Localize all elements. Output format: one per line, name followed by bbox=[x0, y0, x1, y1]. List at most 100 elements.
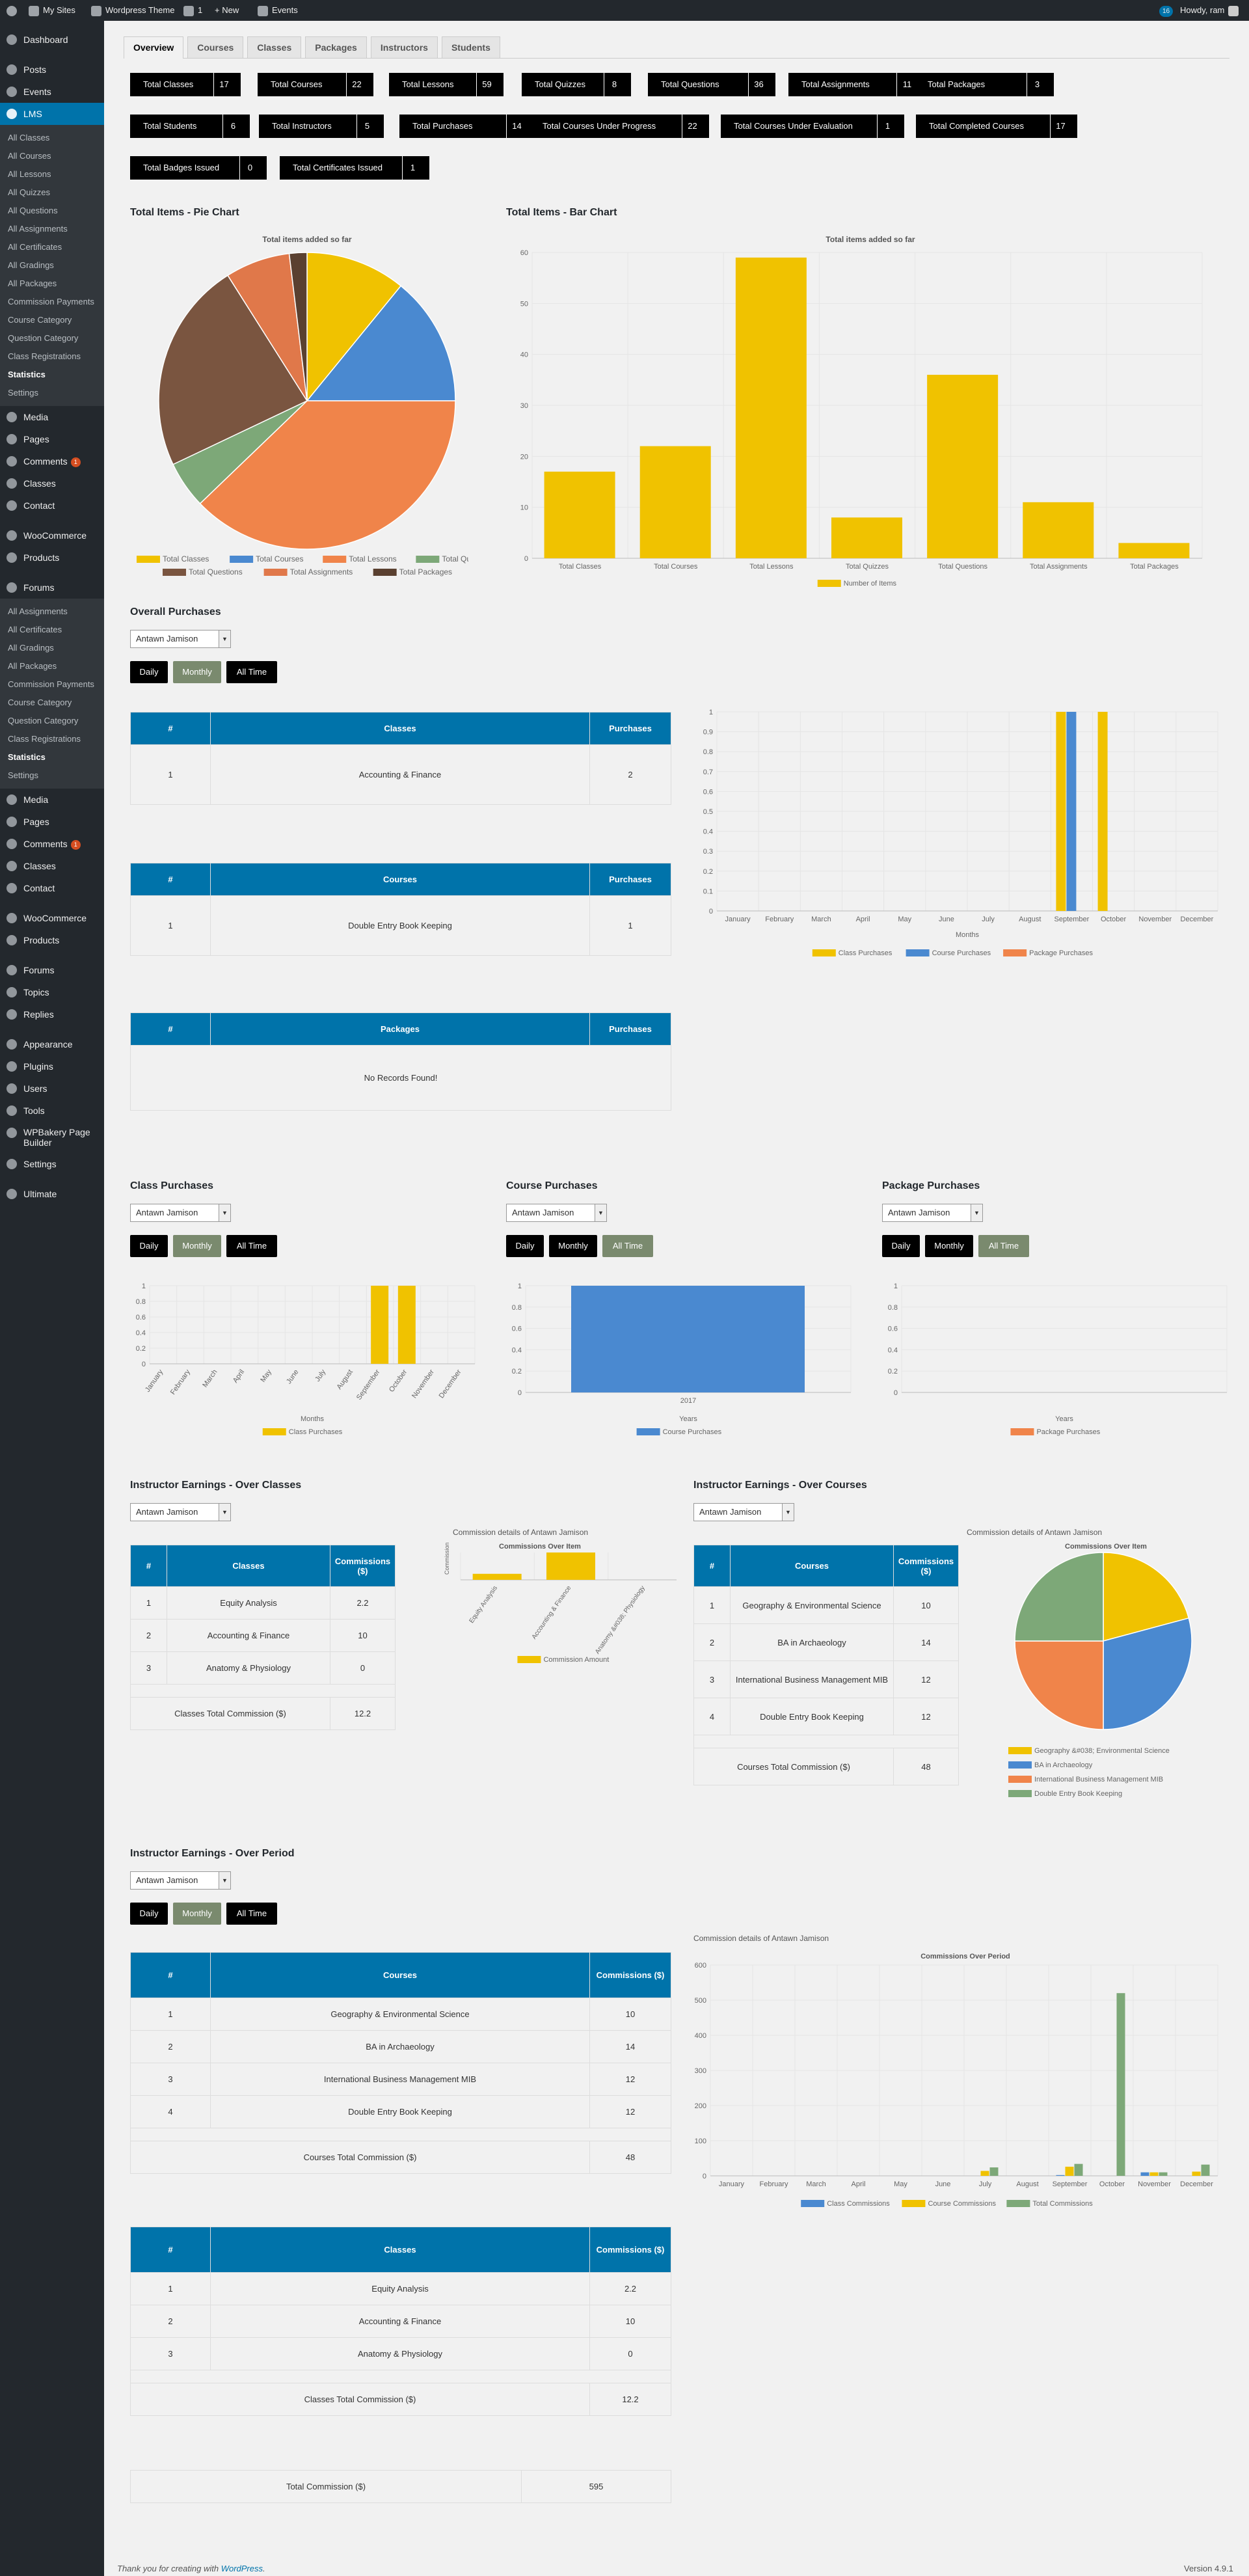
all-time-button[interactable]: All Time bbox=[226, 661, 277, 683]
submenu-item[interactable]: All Assignments bbox=[8, 224, 68, 234]
monthly-button[interactable]: Monthly bbox=[925, 1235, 973, 1257]
menu-item-contact[interactable]: Contact bbox=[0, 877, 104, 899]
new-content-link[interactable]: + New bbox=[215, 5, 239, 15]
menu-item-users[interactable]: Users bbox=[0, 1078, 104, 1100]
menu-item-forums[interactable]: Forums bbox=[0, 576, 104, 599]
daily-button[interactable]: Daily bbox=[130, 661, 168, 683]
tab-overview[interactable]: Overview bbox=[124, 36, 184, 59]
submenu-item[interactable]: Question Category bbox=[8, 716, 79, 725]
submenu-item[interactable]: Course Category bbox=[8, 698, 72, 707]
menu-item-media[interactable]: Media bbox=[0, 406, 104, 428]
menu-item-woocommerce[interactable]: WooCommerce bbox=[0, 524, 104, 547]
submenu-item[interactable]: All Certificates bbox=[8, 242, 62, 252]
instructor-select[interactable]: Antawn Jamison ▼ bbox=[130, 1503, 231, 1521]
submenu-item[interactable]: Commission Payments bbox=[8, 297, 94, 306]
submenu-item[interactable]: All Classes bbox=[8, 133, 50, 142]
wordpress-logo-icon[interactable] bbox=[7, 0, 21, 21]
submenu-item[interactable]: All Certificates bbox=[8, 625, 62, 634]
x-tick-label: Accounting & Finance bbox=[531, 1584, 573, 1640]
daily-button[interactable]: Daily bbox=[506, 1235, 544, 1257]
package-purchases-title: Package Purchases bbox=[882, 1180, 980, 1191]
tab-classes[interactable]: Classes bbox=[247, 36, 302, 58]
menu-item-wpbakery-page-builder[interactable]: WPBakery Page Builder bbox=[0, 1122, 104, 1153]
tab-students[interactable]: Students bbox=[441, 36, 500, 58]
monthly-button[interactable]: Monthly bbox=[173, 1235, 221, 1257]
menu-item-woocommerce[interactable]: WooCommerce bbox=[0, 907, 104, 929]
site-name-link[interactable]: Wordpress Theme bbox=[91, 0, 174, 21]
pie-slice bbox=[199, 400, 456, 550]
comments-link[interactable]: 1 bbox=[183, 0, 202, 21]
alltime-button[interactable]: All Time bbox=[602, 1235, 653, 1257]
submenu-item[interactable]: Question Category bbox=[8, 333, 79, 343]
instructor-select[interactable]: Antawn Jamison ▼ bbox=[130, 1871, 231, 1890]
daily-button[interactable]: Daily bbox=[882, 1235, 920, 1257]
menu-item-appearance[interactable]: Appearance bbox=[0, 1033, 104, 1055]
submenu-item[interactable]: All Questions bbox=[8, 206, 58, 215]
monthly-button[interactable]: Monthly bbox=[173, 1903, 221, 1925]
menu-item-topics[interactable]: Topics bbox=[0, 981, 104, 1003]
account-menu[interactable]: Howdy, ram bbox=[1180, 0, 1242, 21]
submenu-item[interactable]: Commission Payments bbox=[8, 679, 94, 689]
my-sites-link[interactable]: My Sites bbox=[29, 0, 75, 21]
stat-box: Total Courses Under Progress 22 bbox=[530, 115, 709, 138]
submenu-item[interactable]: Course Category bbox=[8, 315, 72, 325]
submenu-item[interactable]: All Packages bbox=[8, 661, 57, 671]
monthly-button[interactable]: Monthly bbox=[173, 661, 221, 683]
notification-badge[interactable]: 16 bbox=[1159, 0, 1174, 21]
menu-item-plugins[interactable]: Plugins bbox=[0, 1055, 104, 1078]
daily-button[interactable]: Daily bbox=[130, 1903, 168, 1925]
menu-item-events[interactable]: Events bbox=[0, 81, 104, 103]
all-time-button[interactable]: All Time bbox=[226, 1903, 277, 1925]
submenu-item[interactable]: Class Registrations bbox=[8, 351, 81, 361]
menu-item-comments[interactable]: Comments 1 bbox=[0, 833, 104, 855]
submenu-item[interactable]: All Packages bbox=[8, 278, 57, 288]
menu-item-settings[interactable]: Settings bbox=[0, 1153, 104, 1175]
submenu-item[interactable]: Statistics bbox=[8, 752, 46, 762]
submenu-item[interactable]: Statistics bbox=[8, 370, 46, 379]
instructor-select[interactable]: Antawn Jamison ▼ bbox=[693, 1503, 794, 1521]
instructor-select[interactable]: Antawn Jamison ▼ bbox=[882, 1204, 983, 1222]
daily-button[interactable]: Daily bbox=[130, 1235, 168, 1257]
menu-item-products[interactable]: Products bbox=[0, 929, 104, 951]
instructor-select[interactable]: Antawn Jamison ▼ bbox=[130, 630, 231, 648]
menu-item-tools[interactable]: Tools bbox=[0, 1100, 104, 1122]
menu-item-ultimate[interactable]: Ultimate bbox=[0, 1183, 104, 1205]
submenu-item[interactable]: Settings bbox=[8, 388, 38, 398]
menu-item-comments[interactable]: Comments 1 bbox=[0, 450, 104, 472]
menu-item-classes[interactable]: Classes bbox=[0, 855, 104, 877]
menu-item-replies[interactable]: Replies bbox=[0, 1003, 104, 1025]
alltime-button[interactable]: All Time bbox=[226, 1235, 277, 1257]
submenu-item[interactable]: All Gradings bbox=[8, 260, 54, 270]
table-row: 4 Double Entry Book Keeping 12 bbox=[693, 1698, 959, 1735]
menu-item-products[interactable]: Products bbox=[0, 547, 104, 569]
submenu-item[interactable]: All Quizzes bbox=[8, 187, 51, 197]
menu-item-lms[interactable]: LMS bbox=[0, 103, 104, 125]
menu-item-contact[interactable]: Contact bbox=[0, 495, 104, 517]
alltime-button[interactable]: All Time bbox=[978, 1235, 1029, 1257]
instructor-select[interactable]: Antawn Jamison ▼ bbox=[506, 1204, 607, 1222]
tab-packages[interactable]: Packages bbox=[305, 36, 367, 58]
tab-courses[interactable]: Courses bbox=[187, 36, 244, 58]
menu-item-pages[interactable]: Pages bbox=[0, 811, 104, 833]
instructor-select[interactable]: Antawn Jamison ▼ bbox=[130, 1204, 231, 1222]
y-tick-label: 30 bbox=[520, 402, 528, 410]
submenu-item[interactable]: All Courses bbox=[8, 151, 51, 161]
submenu-item[interactable]: All Lessons bbox=[8, 169, 51, 179]
menu-item-media[interactable]: Media bbox=[0, 789, 104, 811]
menu-item-dashboard[interactable]: Dashboard bbox=[0, 29, 104, 51]
events-link[interactable]: Events bbox=[258, 0, 298, 21]
wordpress-link[interactable]: WordPress bbox=[221, 2564, 263, 2573]
menu-item-forums[interactable]: Forums bbox=[0, 959, 104, 981]
y-tick-label: 0.4 bbox=[703, 828, 713, 836]
submenu-item[interactable]: All Gradings bbox=[8, 643, 54, 653]
submenu-item[interactable]: All Assignments bbox=[8, 606, 68, 616]
submenu-item[interactable]: Class Registrations bbox=[8, 734, 81, 744]
menu-item-pages[interactable]: Pages bbox=[0, 428, 104, 450]
monthly-button[interactable]: Monthly bbox=[549, 1235, 597, 1257]
tab-instructors[interactable]: Instructors bbox=[370, 36, 438, 58]
menu-item-posts[interactable]: Posts bbox=[0, 59, 104, 81]
menu-item-classes[interactable]: Classes bbox=[0, 472, 104, 495]
pie-slice bbox=[306, 285, 456, 401]
submenu-item[interactable]: Settings bbox=[8, 770, 38, 780]
home-icon bbox=[91, 5, 101, 16]
